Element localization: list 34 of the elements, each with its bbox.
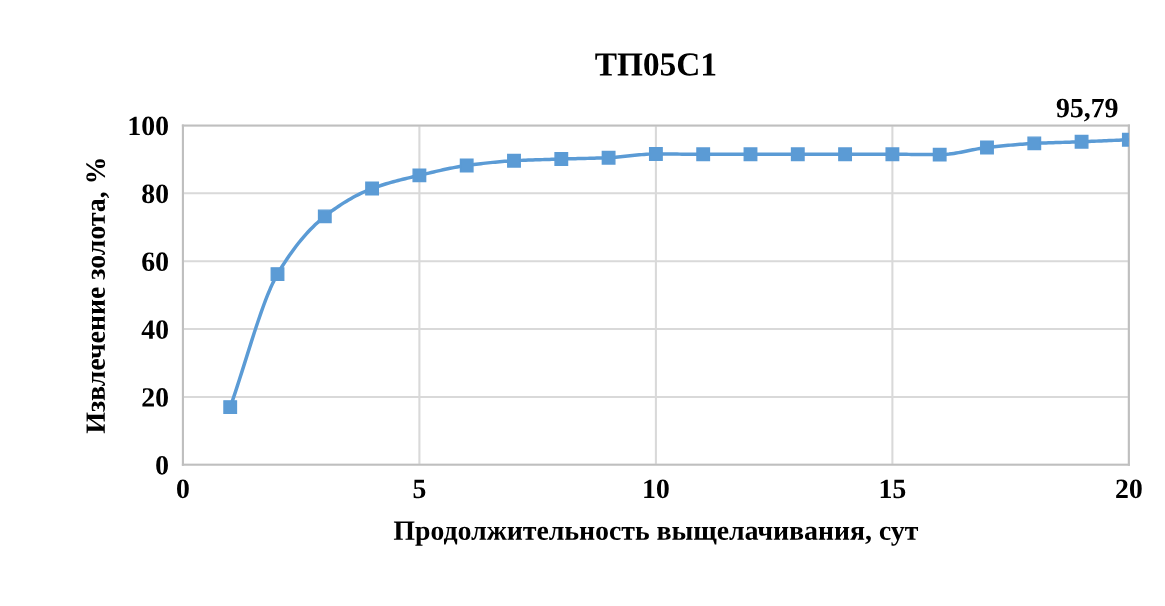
point	[1027, 136, 1042, 151]
point	[980, 140, 994, 155]
point	[317, 209, 332, 224]
point	[1074, 134, 1089, 149]
point	[885, 147, 900, 162]
x-axis-title: Продолжительность выщелачивания, сут	[393, 521, 919, 546]
point	[696, 147, 711, 162]
point	[601, 150, 616, 165]
point	[507, 153, 521, 168]
point	[838, 147, 853, 162]
x-tick-label: 10	[644, 479, 669, 499]
chart-title: ТП05С1	[595, 53, 716, 76]
point	[270, 267, 285, 282]
x-tick-label: 5	[413, 479, 426, 499]
point	[743, 147, 758, 162]
point	[932, 147, 947, 162]
x-tick-label: 20	[1116, 479, 1142, 499]
y-tick-label: 40	[141, 320, 168, 339]
x-tick-label: 15	[880, 479, 906, 499]
point	[790, 147, 805, 162]
point	[554, 152, 569, 166]
y-tick-label: 60	[142, 252, 168, 272]
y-axis-title: Извлечение золота, %	[86, 159, 110, 434]
point	[365, 181, 380, 196]
y-tick-label: 100	[129, 116, 168, 136]
point	[459, 158, 474, 173]
data-label: 95,79	[1056, 98, 1118, 122]
point	[648, 147, 663, 161]
point	[412, 168, 427, 183]
x-tick-label: 0	[177, 479, 189, 499]
y-tick-label: 20	[142, 388, 168, 407]
y-tick-label: 80	[142, 184, 168, 204]
y-tick-label: 0	[156, 455, 168, 475]
point	[223, 400, 238, 415]
